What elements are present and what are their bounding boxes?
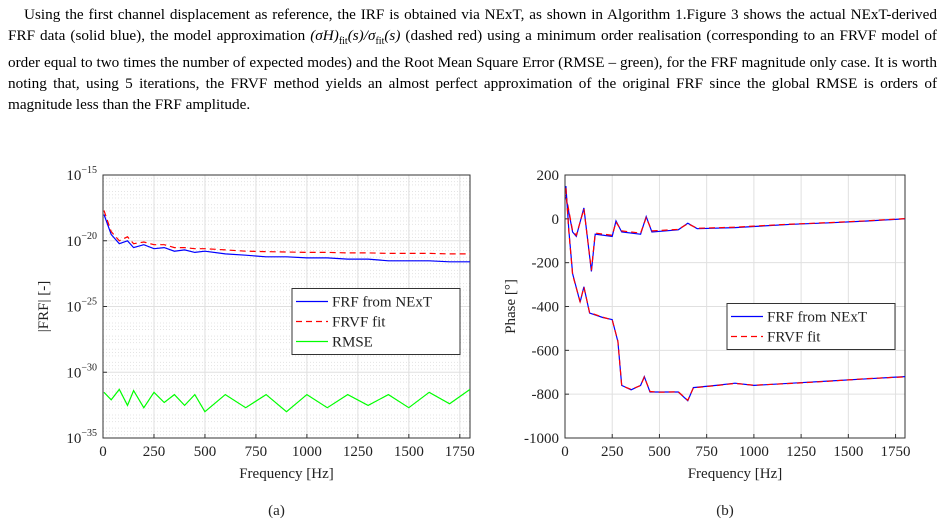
x-tick-label: 0 bbox=[561, 444, 569, 460]
x-tick-label: 750 bbox=[695, 444, 718, 460]
x-tick-label: 250 bbox=[601, 444, 624, 460]
legend-label: FRVF fit bbox=[767, 330, 821, 346]
series-line bbox=[103, 210, 470, 255]
tick-exponent: −25 bbox=[81, 297, 97, 308]
formula-part: fit bbox=[375, 36, 385, 48]
axes-frame bbox=[102, 174, 471, 439]
x-tick-label: 1500 bbox=[833, 444, 863, 460]
x-tick-label: 1000 bbox=[739, 444, 769, 460]
x-tick-label: 500 bbox=[648, 444, 671, 460]
x-tick-label: 0 bbox=[99, 444, 107, 460]
y-tick-label: 10−30 bbox=[66, 362, 97, 381]
tick-base: 10 bbox=[66, 234, 81, 250]
paragraph: Using the first channel displacement as … bbox=[8, 4, 937, 115]
formula-part: fit bbox=[338, 36, 348, 48]
tick-exponent: −30 bbox=[81, 362, 97, 373]
tick-base: 10 bbox=[66, 300, 81, 316]
y-tick-label: -200 bbox=[532, 256, 560, 272]
y-tick-label: 0 bbox=[552, 212, 560, 228]
x-tick-label: 750 bbox=[245, 444, 268, 460]
series-line bbox=[103, 388, 470, 413]
axes-frame bbox=[564, 174, 906, 439]
legend-label: FRF from NExT bbox=[332, 295, 432, 311]
x-tick-label: 1500 bbox=[394, 444, 424, 460]
series-line bbox=[565, 188, 905, 402]
tick-exponent: −15 bbox=[81, 165, 97, 176]
y-tick-label: 200 bbox=[537, 168, 560, 184]
legend-label: RMSE bbox=[332, 335, 373, 351]
x-tick-label: 1250 bbox=[786, 444, 816, 460]
tick-base: 10 bbox=[66, 431, 81, 447]
formula-part: (σH) bbox=[310, 27, 339, 44]
legend-box bbox=[726, 303, 896, 350]
x-tick-label: 1750 bbox=[445, 444, 475, 460]
y-tick-label: 10−35 bbox=[66, 428, 97, 447]
x-tick-label: 1000 bbox=[292, 444, 322, 460]
paragraph-text: Using the first channel displacement as … bbox=[8, 6, 937, 44]
x-axis-label: Frequency [Hz] bbox=[688, 466, 783, 482]
y-tick-label: 10−15 bbox=[66, 165, 97, 184]
x-tick-label: 250 bbox=[143, 444, 166, 460]
y-axis-label: |FRF| [-] bbox=[36, 281, 52, 332]
caption: (b) bbox=[716, 503, 734, 519]
x-tick-label: 1250 bbox=[343, 444, 373, 460]
x-tick-label: 500 bbox=[194, 444, 217, 460]
paragraph-text: (dashed red) using a minimum order reali… bbox=[8, 27, 937, 114]
chart: 0 250 500 750 1000 1250 1500 1750 -1000 -800 -600 -… bbox=[503, 168, 911, 519]
formula-part: (s)/σ bbox=[347, 27, 376, 44]
legend-label: FRF from NExT bbox=[767, 310, 867, 326]
y-tick-label: 10−20 bbox=[66, 231, 97, 250]
y-tick-label: 10−25 bbox=[66, 297, 97, 316]
caption: (a) bbox=[268, 503, 285, 519]
series-line bbox=[565, 194, 905, 271]
formula: (σH)fit(s)/σfit(s) bbox=[310, 27, 401, 48]
tick-base: 10 bbox=[66, 365, 81, 381]
y-axis-label: Phase [°] bbox=[503, 279, 519, 334]
series-line bbox=[103, 214, 470, 263]
tick-exponent: −35 bbox=[81, 428, 97, 439]
formula-part: (s) bbox=[384, 27, 401, 44]
x-tick-label: 1750 bbox=[881, 444, 911, 460]
y-tick-label: -600 bbox=[532, 343, 560, 359]
y-tick-label: -400 bbox=[532, 300, 560, 316]
tick-base: 10 bbox=[66, 168, 81, 184]
legend-label: FRVF fit bbox=[332, 315, 386, 331]
tick-exponent: −20 bbox=[81, 231, 97, 242]
chart: 0 250 500 750 1000 1250 1500 175010−3510−3010−2… bbox=[36, 165, 475, 519]
y-tick-label: -800 bbox=[532, 387, 560, 403]
x-axis-label: Frequency [Hz] bbox=[239, 466, 334, 482]
y-tick-label: -1000 bbox=[524, 431, 559, 447]
